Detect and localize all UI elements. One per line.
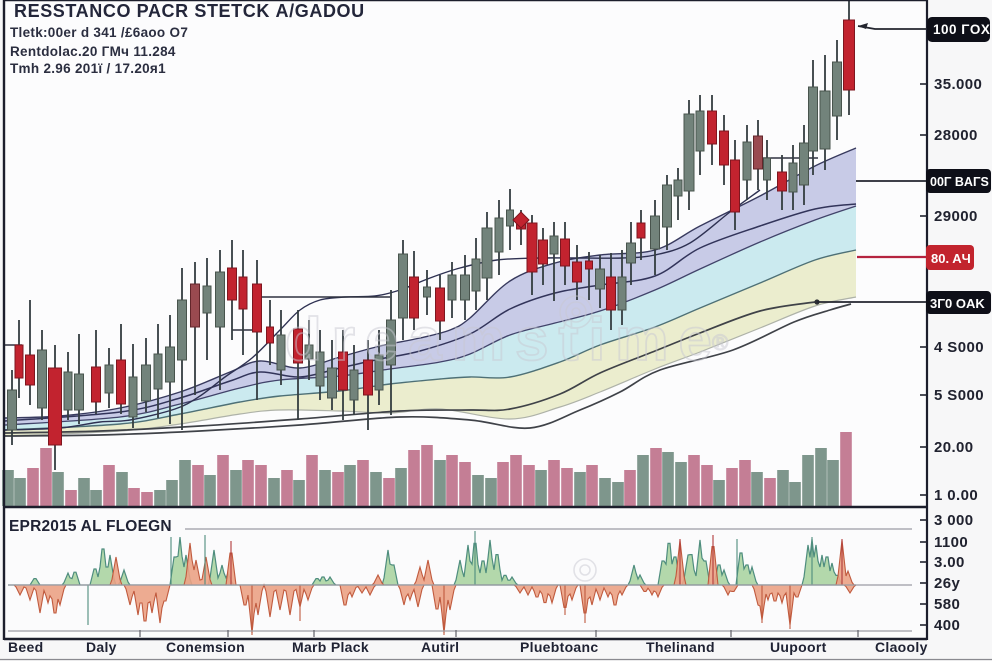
svg-text:dreamstime: dreamstime [285, 306, 722, 373]
svg-text:Marb Plack: Marb Plack [292, 639, 369, 655]
svg-text:580: 580 [934, 596, 960, 613]
svg-text:4 S000: 4 S000 [934, 339, 984, 356]
svg-text:100 ΓΟΧ: 100 ΓΟΧ [933, 22, 990, 37]
svg-text:26у: 26у [934, 575, 960, 592]
svg-text:00Γ BAΓS: 00Γ BAΓS [930, 175, 989, 189]
svg-text:Tletk:00er d 341 /£6aoo О7: Tletk:00er d 341 /£6aoo О7 [10, 25, 188, 40]
svg-text:Uupoort: Uupoort [770, 639, 827, 655]
svg-text:1100: 1100 [934, 534, 968, 551]
svg-text:EPR2015 AL FLOEGN: EPR2015 AL FLOEGN [9, 518, 172, 535]
svg-text:Thelinand: Thelinand [646, 639, 715, 655]
svg-text:Tmh 2.96 201ї / 17.20я1: Tmh 2.96 201ї / 17.20я1 [10, 61, 166, 76]
svg-text:28000: 28000 [934, 127, 978, 144]
svg-text:Daly: Daly [86, 639, 117, 655]
svg-text:3 000: 3 000 [934, 512, 974, 529]
svg-text:Claooly: Claooly [875, 639, 928, 655]
svg-text:RESSTANCO PACR STETCK А/GADOU: RESSTANCO PACR STETCK А/GADOU [14, 1, 365, 21]
svg-text:5 S000: 5 S000 [934, 387, 984, 404]
svg-text:Conemsion: Conemsion [166, 639, 245, 655]
svg-text:®: ® [712, 330, 728, 355]
svg-text:20.00: 20.00 [934, 439, 974, 456]
svg-text:3.00: 3.00 [934, 554, 965, 571]
svg-text:1 0.00: 1 0.00 [934, 487, 978, 504]
svg-text:Pluebtoanc: Pluebtoanc [520, 639, 598, 655]
svg-text:3Γ0 OAK: 3Γ0 OAK [930, 296, 985, 311]
svg-text:400: 400 [934, 617, 960, 634]
svg-text:35.000: 35.000 [934, 76, 982, 93]
svg-text:Beed: Beed [8, 639, 43, 655]
svg-text:80. AЧ: 80. AЧ [931, 251, 971, 266]
svg-text:Autirl: Autirl [421, 639, 459, 655]
svg-text:29000: 29000 [934, 208, 978, 225]
svg-text:Rentdolac.20 ГMч 11.284: Rentdolac.20 ГMч 11.284 [10, 44, 176, 59]
